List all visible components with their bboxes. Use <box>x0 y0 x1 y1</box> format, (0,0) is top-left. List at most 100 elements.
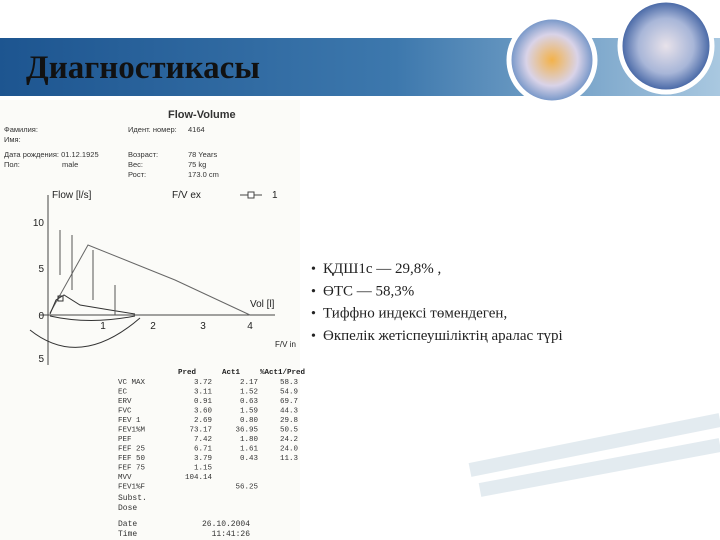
bullet-text: ӨТС — 58,3% <box>323 283 414 299</box>
table-cell: 73.17 <box>189 427 212 435</box>
patient-field: male <box>62 160 78 169</box>
table-cell: 1.80 <box>240 436 259 444</box>
table-cell: 24.2 <box>280 436 298 444</box>
footer-field: Subst. <box>118 494 147 503</box>
patient-field: Пол: <box>4 160 20 169</box>
table-cell: 2.17 <box>240 379 258 387</box>
table-cell: 0.63 <box>240 398 259 406</box>
table-cell: 50.5 <box>280 427 299 435</box>
report-scan <box>0 100 300 540</box>
patient-field: Имя: <box>4 135 21 144</box>
bullet-text: Өкпелік жетіспеушіліктің аралас түрі <box>323 328 563 344</box>
patient-field: 75 kg <box>188 160 206 169</box>
table-header: %Act1/Pred <box>260 369 305 377</box>
table-cell: VC MAX <box>118 379 146 387</box>
legend-number: 1 <box>272 190 278 201</box>
table-cell: 24.0 <box>280 446 299 454</box>
marker <box>57 295 64 302</box>
table-header: Act1 <box>222 369 241 377</box>
table-cell: 0.91 <box>194 398 213 406</box>
patient-field: 78 Years <box>188 150 217 159</box>
patient-field: Возраст: <box>128 150 158 159</box>
header-band <box>0 38 720 96</box>
table-cell: 1.15 <box>194 465 213 473</box>
table-cell: 11.3 <box>280 455 299 463</box>
bullet-list: • ҚДШ1с — 29,8% , • ӨТС — 58,3% • Тиффно инде… <box>311 261 563 344</box>
table-cell: 0.80 <box>240 417 259 425</box>
photo-circle <box>506 14 598 106</box>
y-axis-label: Flow [l/s] <box>52 190 92 201</box>
table-cell: FEV1%M <box>118 427 146 435</box>
table-cell: 54.9 <box>280 389 298 397</box>
table-cell: 2.69 <box>194 417 212 425</box>
table-cell: 7.42 <box>194 436 212 444</box>
table-cell: EC <box>118 389 128 397</box>
table-cell: FEF 75 <box>118 465 146 473</box>
error-bars <box>59 230 116 315</box>
footer-field: Time <box>118 530 137 539</box>
bullet-dot: • <box>311 307 316 322</box>
bullet-dot: • <box>311 329 316 344</box>
y-tick-label: 10 <box>33 218 45 229</box>
y-tick-label: 5 <box>38 354 44 365</box>
table-cell: 58.3 <box>280 379 299 387</box>
table-cell: 3.11 <box>194 389 213 397</box>
table-header: Pred <box>178 369 196 377</box>
bullet-text: ҚДШ1с — 29,8% , <box>323 261 441 277</box>
bullet-dot: • <box>311 284 316 299</box>
patient-field: Дата рождения: 01.12.1925 <box>4 150 99 159</box>
table-cell: PEF <box>118 436 132 444</box>
table-cell: 1.61 <box>240 446 259 454</box>
table-cell: 44.3 <box>280 408 299 416</box>
y-tick-label: 5 <box>38 264 44 275</box>
table-cell: 6.71 <box>194 446 213 454</box>
table-cell: FEV1%F <box>118 484 145 492</box>
bullet-dot: • <box>311 262 316 277</box>
y-tick-label: 0 <box>38 311 44 322</box>
legend-marker <box>247 191 255 199</box>
table-cell: 36.95 <box>235 427 258 435</box>
patient-field: 4164 <box>188 125 205 134</box>
x-tick-label: 4 <box>247 321 253 332</box>
x-axis-label: Vol [l] <box>250 299 275 310</box>
patient-field: Вес: <box>128 160 143 169</box>
table-cell: 3.79 <box>194 455 212 463</box>
table-cell: FEF 50 <box>118 455 146 463</box>
table-cell: 69.7 <box>280 398 298 406</box>
table-cell: FVC <box>118 408 132 416</box>
table-cell: 29.8 <box>280 417 298 425</box>
inspiratory-curve <box>29 315 141 348</box>
x-tick-label: 2 <box>150 321 156 332</box>
decoration <box>468 413 720 497</box>
bullet-text: Тиффно индексі төмендеген, <box>323 306 507 322</box>
table-cell: 56.25 <box>235 484 258 492</box>
patient-field: 173.0 cm <box>188 170 219 179</box>
footer-field: Date <box>118 520 137 529</box>
report: Flow-Volume Фамилия:Имя: Дата рождения: 0… <box>4 109 305 539</box>
table-cell: 1.52 <box>240 389 258 397</box>
footer-field: Dose <box>118 504 137 513</box>
x-tick-label: 3 <box>200 321 206 332</box>
predicted-curve <box>49 244 251 316</box>
patient-field: Фамилия: <box>4 125 38 134</box>
patient-field: Рост: <box>128 170 146 179</box>
table-cell: FEF 25 <box>118 446 146 454</box>
table-cell: 3.72 <box>194 379 212 387</box>
footer-field: 11:41:26 <box>212 530 251 539</box>
footer-field: 26.10.2004 <box>202 520 250 529</box>
table-cell: 0.43 <box>240 455 259 463</box>
table-cell: MVV <box>118 474 132 482</box>
report-title: Flow-Volume <box>168 109 236 121</box>
table-cell: ERV <box>118 398 132 406</box>
table-cell: 1.59 <box>240 408 258 416</box>
measured-curve <box>49 294 136 315</box>
table-cell: 3.60 <box>194 408 213 416</box>
x-tick-label: 1 <box>100 321 106 332</box>
photo-circle <box>617 0 715 95</box>
slide-title: Диагностикасы <box>26 50 260 86</box>
patient-field: Идент. номер: <box>128 125 177 134</box>
legend-label: F/V ex <box>172 190 201 201</box>
x-axis-label: F/V in <box>275 340 296 349</box>
